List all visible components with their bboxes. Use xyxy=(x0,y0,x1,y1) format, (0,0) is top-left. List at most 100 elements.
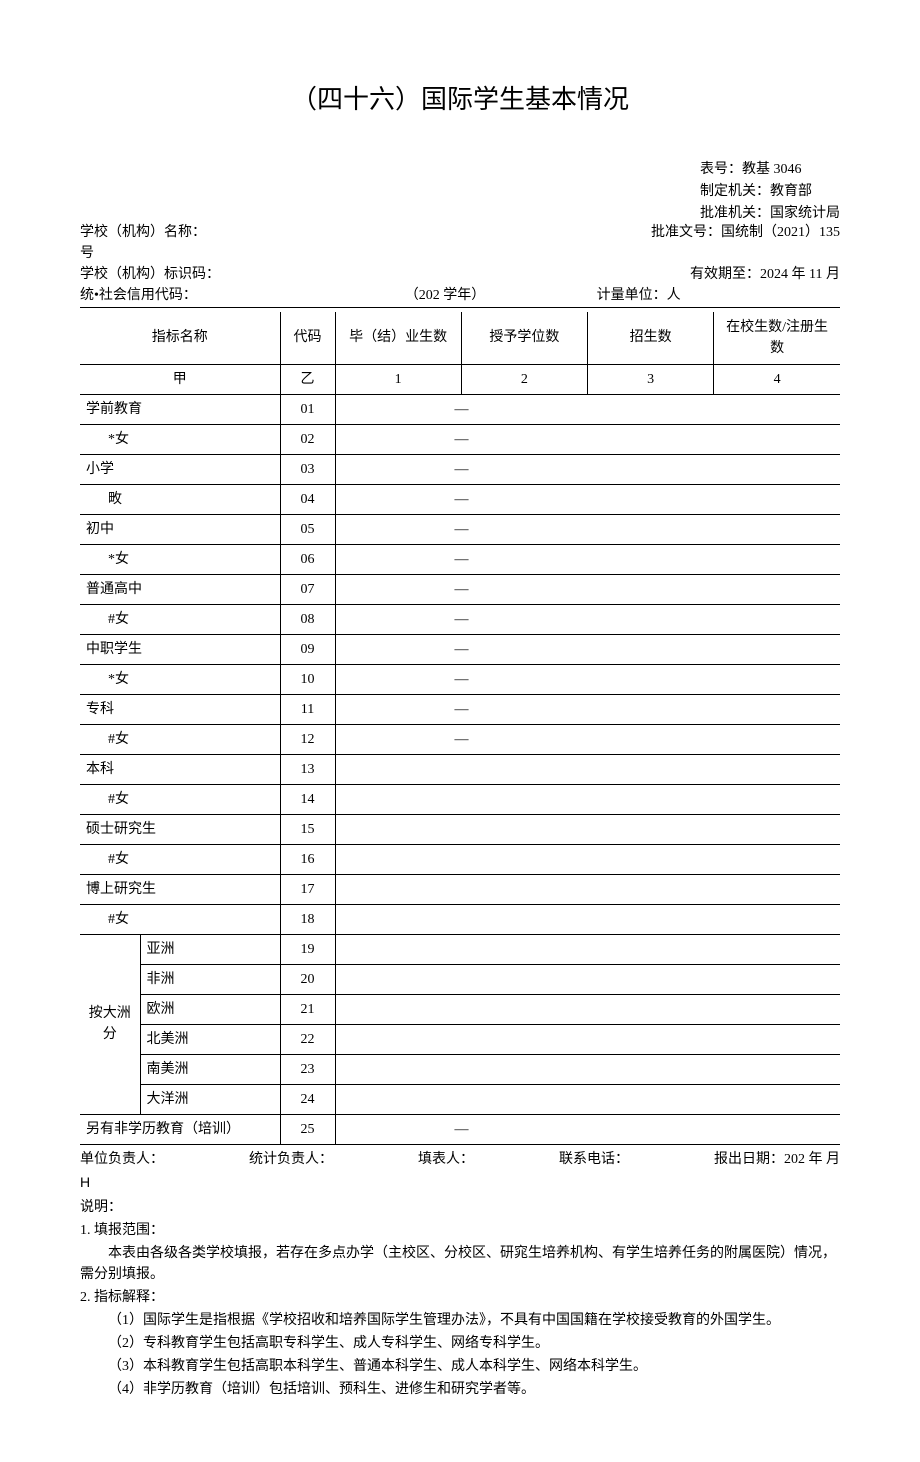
cell-code: 15 xyxy=(280,814,335,844)
footer-report-date: 报出日期：202 年 月 xyxy=(714,1149,840,1170)
footer-h: H xyxy=(80,1172,840,1193)
cell-data xyxy=(461,1084,587,1114)
subheader-2: 2 xyxy=(461,364,587,394)
cell-merged-dash: — xyxy=(335,634,588,664)
cell-data xyxy=(588,904,714,934)
cell-code: 18 xyxy=(280,904,335,934)
meta-right: 表号：教基 3046 制定机关：教育部 批准机关：国家统计局 xyxy=(700,159,840,225)
header-degree: 授予学位数 xyxy=(461,312,587,364)
cell-code: 22 xyxy=(280,1024,335,1054)
cell-data xyxy=(714,544,840,574)
subheader-1: 1 xyxy=(335,364,461,394)
cell-indicator: 硕士研究生 xyxy=(80,814,280,844)
cell-data xyxy=(714,754,840,784)
cell-data xyxy=(588,754,714,784)
cell-merged-dash: — xyxy=(335,604,588,634)
header-enroll: 招生数 xyxy=(588,312,714,364)
cell-continent-name: 大洋洲 xyxy=(140,1084,280,1114)
cell-data xyxy=(588,484,714,514)
cell-data xyxy=(714,604,840,634)
cell-merged-dash: — xyxy=(335,484,588,514)
cell-data xyxy=(335,934,461,964)
cell-indicator: *女 xyxy=(80,544,280,574)
cell-data xyxy=(714,874,840,904)
cell-continent-name: 亚洲 xyxy=(140,934,280,964)
table-row: *女10— xyxy=(80,664,840,694)
meta-unit: 计量单位：人 xyxy=(567,285,840,306)
table-row: #女12— xyxy=(80,724,840,754)
meta-social-credit: 统•社会信用代码： xyxy=(80,285,323,306)
cell-data xyxy=(714,394,840,424)
table-subheader-row: 甲 乙 1 2 3 4 xyxy=(80,364,840,394)
cell-indicator: *女 xyxy=(80,664,280,694)
cell-data xyxy=(588,604,714,634)
cell-data xyxy=(588,874,714,904)
cell-data xyxy=(588,934,714,964)
meta-block: 表号：教基 3046 制定机关：教育部 批准机关：国家统计局 学校（机构）名称：… xyxy=(80,159,840,308)
cell-data xyxy=(588,634,714,664)
cell-code: 23 xyxy=(280,1054,335,1084)
footer-line: 单位负责人： 统计负责人： 填表人： 联系电话： 报出日期：202 年 月 xyxy=(80,1149,840,1170)
notes-s2-3: （3）本科教育学生包括高职本科学生、普通本科学生、成人本科学生、网络本科学生。 xyxy=(80,1356,840,1377)
meta-bottom-row: 统•社会信用代码： （202 学年） 计量单位：人 xyxy=(80,285,840,308)
cell-continent-group: 按大洲分 xyxy=(80,934,140,1114)
cell-nondegree-c4 xyxy=(714,1114,840,1144)
cell-code: 02 xyxy=(280,424,335,454)
notes-s2-4: （4）非学历教育（培训）包括培训、预科生、进修生和研究学者等。 xyxy=(80,1379,840,1400)
cell-code: 03 xyxy=(280,454,335,484)
cell-data xyxy=(335,844,461,874)
footer-phone: 联系电话： xyxy=(559,1149,629,1170)
header-indicator: 指标名称 xyxy=(80,312,280,364)
cell-merged-dash: — xyxy=(335,394,588,424)
notes-s2-title: 2. 指标解释： xyxy=(80,1287,840,1308)
cell-data xyxy=(335,1084,461,1114)
notes-title: 说明： xyxy=(80,1197,840,1218)
cell-code: 04 xyxy=(280,484,335,514)
cell-indicator: 初中 xyxy=(80,514,280,544)
table-row-nondegree: 另有非学历教育（培训） 25 — xyxy=(80,1114,840,1144)
cell-data xyxy=(588,544,714,574)
cell-data xyxy=(588,574,714,604)
cell-merged-dash: — xyxy=(335,544,588,574)
meta-academic-year: （202 学年） xyxy=(323,285,566,306)
cell-indicator: #女 xyxy=(80,604,280,634)
cell-data xyxy=(335,874,461,904)
cell-data xyxy=(461,874,587,904)
cell-code: 12 xyxy=(280,724,335,754)
table-row: 普通高中07— xyxy=(80,574,840,604)
cell-data xyxy=(588,814,714,844)
table-row-continent: 大洋洲24 xyxy=(80,1084,840,1114)
table-row: #女18 xyxy=(80,904,840,934)
header-grad: 毕（结）业生数 xyxy=(335,312,461,364)
cell-indicator: 学前教育 xyxy=(80,394,280,424)
cell-data xyxy=(714,514,840,544)
cell-continent-name: 非洲 xyxy=(140,964,280,994)
cell-data xyxy=(335,814,461,844)
meta-approval-org: 批准机关：国家统计局 xyxy=(700,203,840,224)
cell-data xyxy=(588,394,714,424)
meta-valid-until: 有效期至：2024 年 11 月 xyxy=(690,264,840,285)
cell-nondegree-name: 另有非学历教育（培训） xyxy=(80,1114,280,1144)
cell-data xyxy=(335,1024,461,1054)
cell-data xyxy=(335,964,461,994)
cell-code: 05 xyxy=(280,514,335,544)
cell-merged-dash: — xyxy=(335,514,588,544)
meta-approval-doc: 批准文号：国统制（2021）135 xyxy=(651,222,840,243)
footer-unit-leader: 单位负责人： xyxy=(80,1149,164,1170)
cell-continent-name: 南美洲 xyxy=(140,1054,280,1084)
footer-filler: 填表人： xyxy=(418,1149,474,1170)
table-row: 初中05— xyxy=(80,514,840,544)
notes-s1-body: 本表由各级各类学校填报，若存在多点办学（主校区、分校区、研窕生培养机构、有学生培… xyxy=(80,1243,840,1285)
cell-code: 01 xyxy=(280,394,335,424)
notes-s2-2: （2）专科教育学生包括高职专科学生、成人专科学生、网络专科学生。 xyxy=(80,1333,840,1354)
cell-data xyxy=(714,634,840,664)
cell-data xyxy=(335,784,461,814)
cell-nondegree-c3 xyxy=(588,1114,714,1144)
cell-data xyxy=(714,484,840,514)
cell-indicator: #女 xyxy=(80,904,280,934)
table-row-continent: 北美洲22 xyxy=(80,1024,840,1054)
cell-data xyxy=(588,424,714,454)
cell-indicator: 中职学生 xyxy=(80,634,280,664)
table-row: 专科11— xyxy=(80,694,840,724)
cell-data xyxy=(588,994,714,1024)
